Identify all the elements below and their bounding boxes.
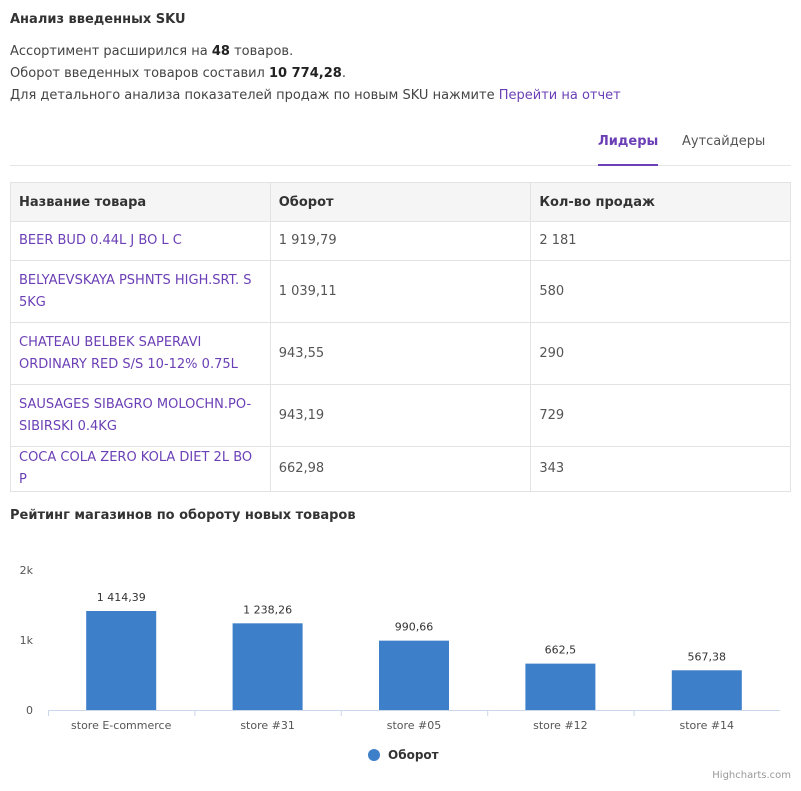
chart-title: Рейтинг магазинов по обороту новых товар… bbox=[10, 508, 356, 523]
summary-text: Ассортимент расширился на 48 товаров. Об… bbox=[10, 41, 621, 107]
tabs-bar: Лидеры Аутсайдеры bbox=[10, 124, 791, 166]
data-label: 567,38 bbox=[688, 650, 727, 663]
data-label: 662,5 bbox=[545, 644, 577, 657]
legend-label: Оборот bbox=[388, 748, 439, 762]
bar[interactable] bbox=[525, 663, 596, 710]
y-tick-label: 1k bbox=[20, 634, 34, 647]
qty-cell: 580 bbox=[530, 260, 791, 323]
product-name-link[interactable]: COCA COLA ZERO KOLA DIET 2L BO P bbox=[10, 446, 271, 492]
turnover-cell: 662,98 bbox=[269, 446, 532, 492]
chart-legend[interactable]: Оборот bbox=[368, 748, 439, 762]
store-turnover-chart: 0 1k 2k 1 414,39 store E-commerce 1 238,26 sto… bbox=[20, 564, 780, 732]
legend-marker bbox=[368, 749, 380, 761]
data-label: 990,66 bbox=[395, 621, 434, 634]
product-name-link[interactable]: BEER BUD 0.44L J BO L C bbox=[10, 221, 271, 261]
table-header-row: Название товара Оборот Кол-во продаж bbox=[10, 182, 791, 222]
column-header-turnover[interactable]: Оборот bbox=[269, 182, 532, 222]
x-tick-label: store #05 bbox=[387, 719, 442, 732]
summary-line-assortment: Ассортимент расширился на 48 товаров. bbox=[10, 44, 294, 59]
sku-table: Название товара Оборот Кол-во продаж BEE… bbox=[10, 182, 791, 492]
table-row: CHATEAU BELBEK SAPERAVI ORDINARY RED S/S… bbox=[10, 322, 791, 385]
table-row: BELYAEVSKAYA PSHNTS HIGH.SRT. S 5KG 1 03… bbox=[10, 260, 791, 323]
chart-credits[interactable]: Highcharts.com bbox=[712, 770, 791, 781]
bar[interactable] bbox=[671, 670, 742, 710]
product-name-link[interactable]: CHATEAU BELBEK SAPERAVI ORDINARY RED S/S… bbox=[10, 322, 271, 385]
x-tick-label: store #12 bbox=[533, 719, 588, 732]
x-tick-label: store E-commerce bbox=[71, 719, 172, 732]
turnover-cell: 943,55 bbox=[269, 322, 532, 385]
bar[interactable] bbox=[232, 623, 303, 710]
summary-line-report: Для детального анализа показателей прода… bbox=[10, 88, 621, 103]
assortment-count: 48 bbox=[211, 44, 230, 59]
y-tick-label: 0 bbox=[26, 704, 33, 717]
column-header-name[interactable]: Название товара bbox=[10, 182, 271, 222]
turnover-cell: 943,19 bbox=[269, 384, 532, 447]
page-title: Анализ введенных SKU bbox=[10, 12, 186, 27]
qty-cell: 729 bbox=[530, 384, 791, 447]
column-header-qty[interactable]: Кол-во продаж bbox=[530, 182, 791, 222]
go-to-report-link[interactable]: Перейти на отчет bbox=[498, 88, 621, 103]
qty-cell: 290 bbox=[530, 322, 791, 385]
table-row: COCA COLA ZERO KOLA DIET 2L BO P 662,98 … bbox=[10, 446, 791, 492]
summary-line-turnover: Оборот введенных товаров составил 10 774… bbox=[10, 66, 346, 81]
y-tick-label: 2k bbox=[20, 564, 34, 577]
x-tick-label: store #14 bbox=[680, 719, 735, 732]
data-label: 1 414,39 bbox=[97, 591, 146, 604]
turnover-cell: 1 039,11 bbox=[269, 260, 532, 323]
tab-leaders[interactable]: Лидеры bbox=[598, 134, 659, 166]
turnover-total: 10 774,28 bbox=[269, 66, 342, 81]
bar[interactable] bbox=[86, 610, 157, 710]
table-row: BEER BUD 0.44L J BO L C 1 919,79 2 181 bbox=[10, 221, 791, 261]
table-row: SAUSAGES SIBAGRO MOLOCHN.PO-SIBIRSKI 0.4… bbox=[10, 384, 791, 447]
bar[interactable] bbox=[379, 640, 449, 710]
product-name-link[interactable]: SAUSAGES SIBAGRO MOLOCHN.PO-SIBIRSKI 0.4… bbox=[10, 384, 271, 447]
turnover-cell: 1 919,79 bbox=[269, 221, 532, 261]
product-name-link[interactable]: BELYAEVSKAYA PSHNTS HIGH.SRT. S 5KG bbox=[10, 260, 271, 323]
x-tick-label: store #31 bbox=[240, 719, 295, 732]
qty-cell: 343 bbox=[530, 446, 791, 492]
data-label: 1 238,26 bbox=[243, 603, 292, 616]
tab-outsiders[interactable]: Аутсайдеры bbox=[682, 134, 766, 149]
qty-cell: 2 181 bbox=[530, 221, 791, 261]
